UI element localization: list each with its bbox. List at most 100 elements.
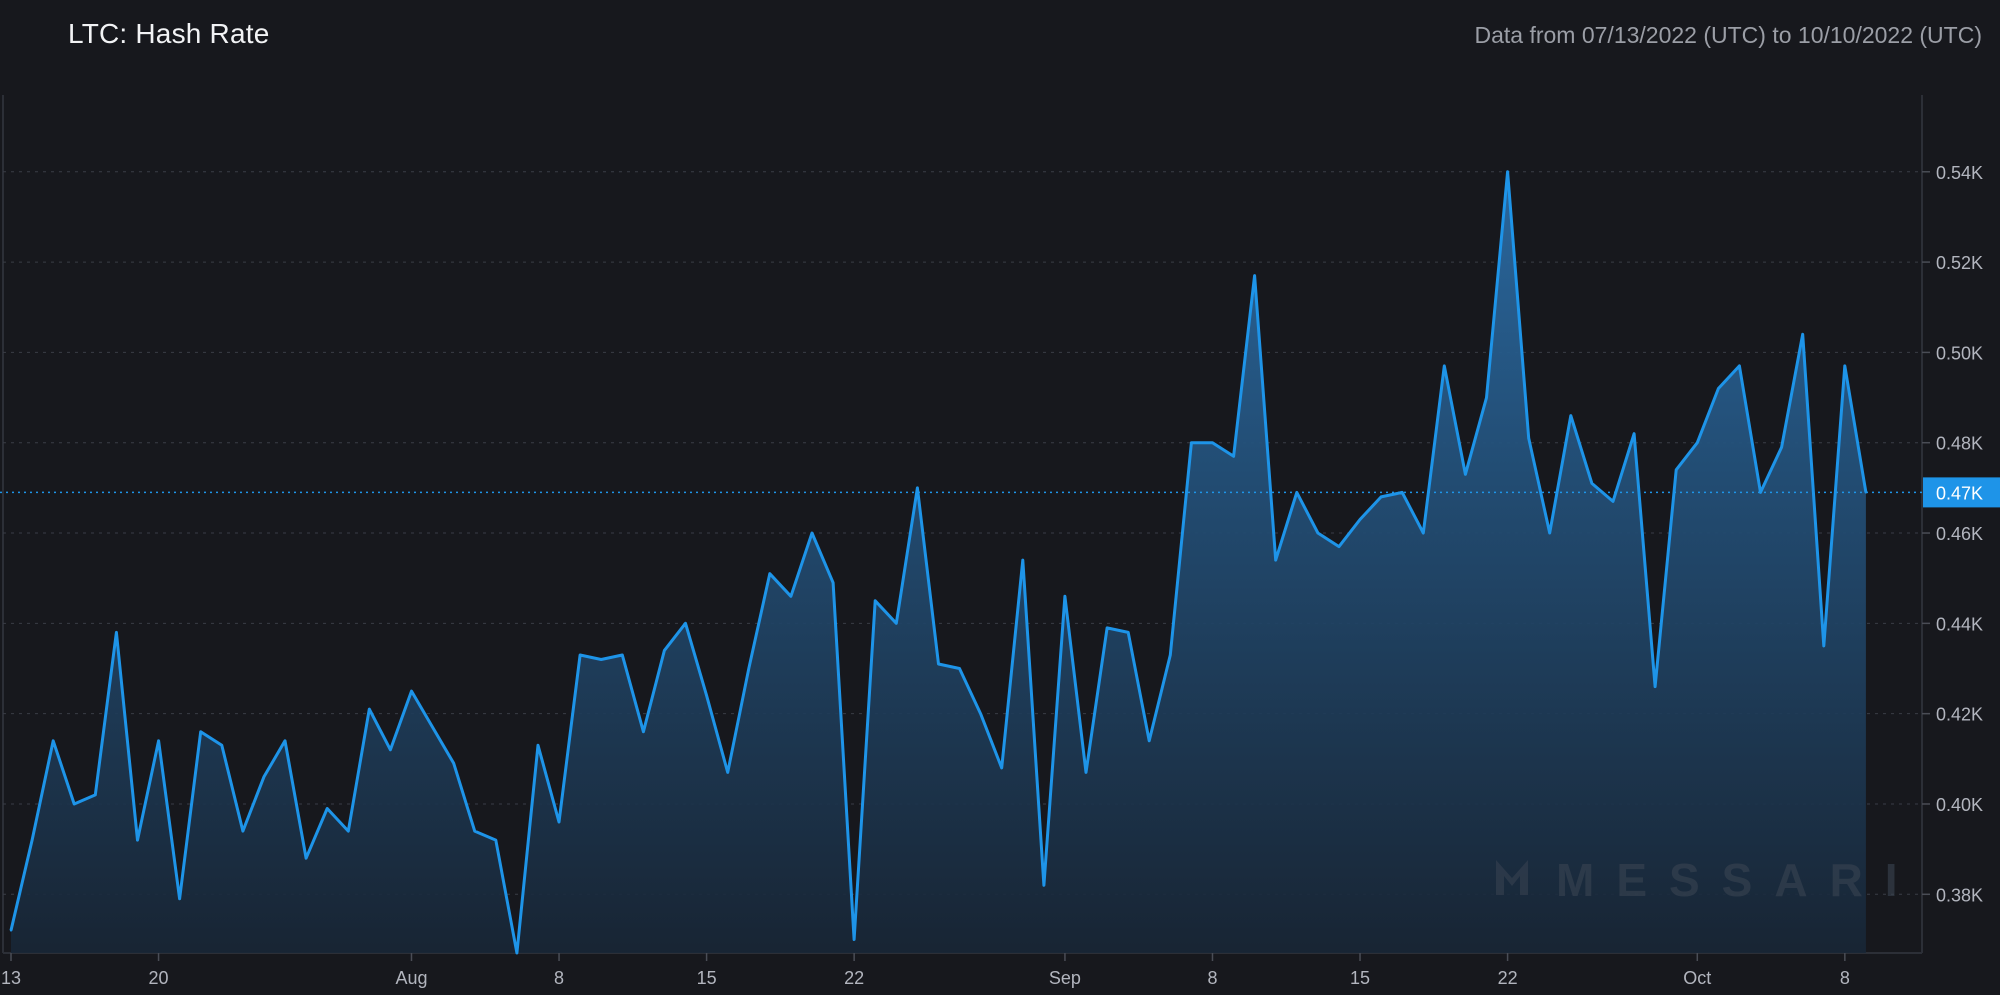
data-point[interactable] <box>30 838 34 842</box>
current-value-label: 0.47K <box>1936 483 1983 503</box>
data-point[interactable] <box>94 793 97 797</box>
chart-title: LTC: Hash Rate <box>68 18 270 49</box>
data-point[interactable] <box>1569 414 1573 417</box>
data-point[interactable] <box>958 667 961 670</box>
data-point[interactable] <box>1590 482 1594 485</box>
current-value-badge <box>1923 477 2000 508</box>
data-point[interactable] <box>283 739 287 742</box>
data-point[interactable] <box>304 856 308 860</box>
data-point[interactable] <box>347 829 350 833</box>
data-point[interactable] <box>1801 333 1804 336</box>
y-tick-label: 0.38K <box>1936 885 1983 905</box>
data-point[interactable] <box>578 653 582 657</box>
data-point[interactable] <box>1190 441 1193 444</box>
data-point[interactable] <box>1738 364 1741 368</box>
data-point[interactable] <box>178 897 181 901</box>
x-tick-label: 8 <box>554 968 564 988</box>
data-point[interactable] <box>874 599 877 602</box>
data-point[interactable] <box>895 622 898 625</box>
x-tick-label: Aug <box>395 968 427 988</box>
data-point[interactable] <box>1464 473 1467 476</box>
data-point[interactable] <box>621 653 624 657</box>
data-point[interactable] <box>157 739 160 742</box>
data-point[interactable] <box>536 744 540 747</box>
data-point[interactable] <box>1148 739 1151 742</box>
data-point[interactable] <box>431 726 434 729</box>
data-point[interactable] <box>1780 446 1783 449</box>
data-point[interactable] <box>1358 518 1362 521</box>
data-point[interactable] <box>220 744 223 747</box>
data-point[interactable] <box>1506 170 1509 173</box>
data-point[interactable] <box>410 689 413 693</box>
watermark-text: MESSARI <box>1556 854 1920 906</box>
data-point[interactable] <box>136 838 139 842</box>
data-point[interactable] <box>1843 364 1847 368</box>
data-point[interactable] <box>1337 545 1341 548</box>
data-point[interactable] <box>789 595 793 598</box>
data-point[interactable] <box>642 730 645 733</box>
data-point[interactable] <box>494 838 498 842</box>
y-tick-label: 0.52K <box>1936 253 1983 273</box>
data-point[interactable] <box>1000 766 1003 770</box>
data-point[interactable] <box>452 762 455 765</box>
current-value-marker: 0.47K <box>0 477 2000 508</box>
data-point[interactable] <box>1611 500 1615 503</box>
data-point[interactable] <box>1021 558 1024 562</box>
data-point[interactable] <box>241 829 245 833</box>
data-point[interactable] <box>262 775 266 779</box>
data-point[interactable] <box>1485 396 1488 399</box>
x-tick-label: 15 <box>697 968 717 988</box>
data-point[interactable] <box>1253 274 1256 277</box>
data-point[interactable] <box>1527 437 1530 440</box>
data-point[interactable] <box>852 938 856 941</box>
data-point[interactable] <box>515 951 519 955</box>
data-point[interactable] <box>115 631 118 634</box>
data-point[interactable] <box>1316 531 1320 535</box>
data-point[interactable] <box>937 662 940 666</box>
data-point[interactable] <box>979 712 982 715</box>
data-point[interactable] <box>73 802 76 806</box>
data-point[interactable] <box>1443 364 1446 368</box>
data-point[interactable] <box>1169 653 1172 657</box>
data-point[interactable] <box>1548 531 1551 535</box>
data-point[interactable] <box>1211 441 1214 444</box>
data-point[interactable] <box>325 807 329 810</box>
data-point[interactable] <box>1379 495 1383 499</box>
data-point[interactable] <box>1126 631 1130 634</box>
data-point[interactable] <box>1653 685 1657 688</box>
data-point[interactable] <box>600 658 603 661</box>
data-point[interactable] <box>831 581 835 584</box>
data-point[interactable] <box>705 694 708 697</box>
data-point[interactable] <box>916 486 919 490</box>
data-point[interactable] <box>810 531 814 535</box>
data-point[interactable] <box>199 730 202 733</box>
data-point[interactable] <box>1400 491 1404 494</box>
y-tick-label: 0.50K <box>1936 343 1983 363</box>
data-point[interactable] <box>726 771 729 774</box>
data-point[interactable] <box>1632 432 1636 435</box>
data-point[interactable] <box>368 707 371 711</box>
date-range-label: Data from 07/13/2022 (UTC) to 10/10/2022… <box>1474 22 1982 48</box>
data-point[interactable] <box>684 622 687 625</box>
data-point[interactable] <box>557 820 561 824</box>
data-point[interactable] <box>1063 595 1067 598</box>
data-point[interactable] <box>1274 558 1277 562</box>
data-point[interactable] <box>9 929 13 932</box>
data-point[interactable] <box>747 667 750 670</box>
data-point[interactable] <box>1822 644 1825 648</box>
data-point[interactable] <box>1084 771 1088 774</box>
x-tick-label: 22 <box>1498 968 1518 988</box>
data-point[interactable] <box>1717 387 1720 390</box>
data-point[interactable] <box>1696 441 1699 444</box>
data-point[interactable] <box>768 572 772 575</box>
data-point[interactable] <box>1232 455 1235 458</box>
data-point[interactable] <box>51 739 55 742</box>
data-point[interactable] <box>663 649 666 652</box>
data-point[interactable] <box>389 748 392 751</box>
data-point[interactable] <box>1422 531 1425 535</box>
data-point[interactable] <box>1105 626 1109 630</box>
data-point[interactable] <box>473 829 476 833</box>
data-point[interactable] <box>1675 468 1678 472</box>
data-point[interactable] <box>1042 884 1046 887</box>
